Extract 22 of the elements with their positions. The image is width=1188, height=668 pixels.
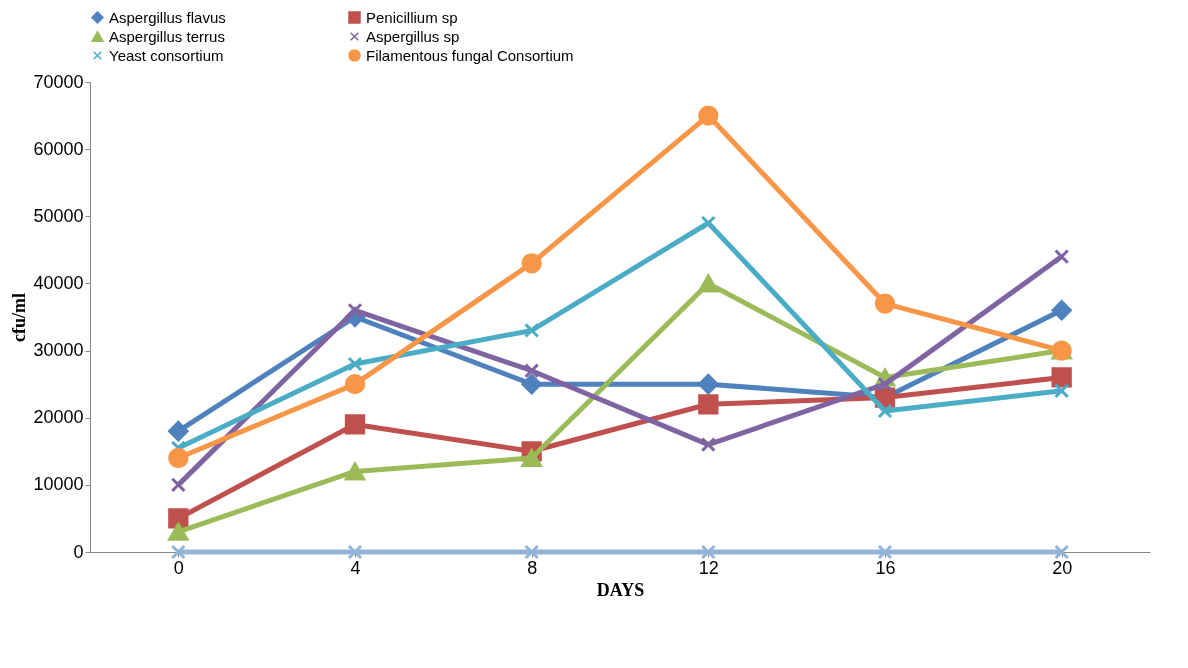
legend-label: Aspergillus sp <box>366 27 460 45</box>
y-tick-label: 30000 <box>33 340 84 361</box>
y-axis-title: cfu/ml <box>9 293 30 342</box>
legend-label: Yeast consortium <box>109 46 224 64</box>
x-axis-title: DAYS <box>596 579 645 600</box>
legend-label: Penicillium sp <box>366 8 458 26</box>
x-tick-label: 16 <box>875 557 896 578</box>
y-tick-label: 50000 <box>33 205 84 226</box>
x-tick-label: 20 <box>1052 557 1073 578</box>
x-tick-label: 0 <box>173 557 184 578</box>
legend-label: Filamentous fungal Consortium <box>366 46 574 64</box>
y-tick-label: 60000 <box>33 138 84 159</box>
legend-label: Aspergillus terrus <box>109 27 225 45</box>
y-tick-label: 20000 <box>33 407 84 428</box>
legend-label: Aspergillus flavus <box>109 8 226 26</box>
x-tick-label: 4 <box>350 557 361 578</box>
y-tick-label: 40000 <box>33 272 84 293</box>
y-tick-label: 10000 <box>33 474 84 495</box>
x-tick-label: 8 <box>527 557 538 578</box>
x-tick-label: 12 <box>698 557 719 578</box>
y-tick-label: 70000 <box>33 71 84 92</box>
y-tick-label: 0 <box>73 541 84 562</box>
